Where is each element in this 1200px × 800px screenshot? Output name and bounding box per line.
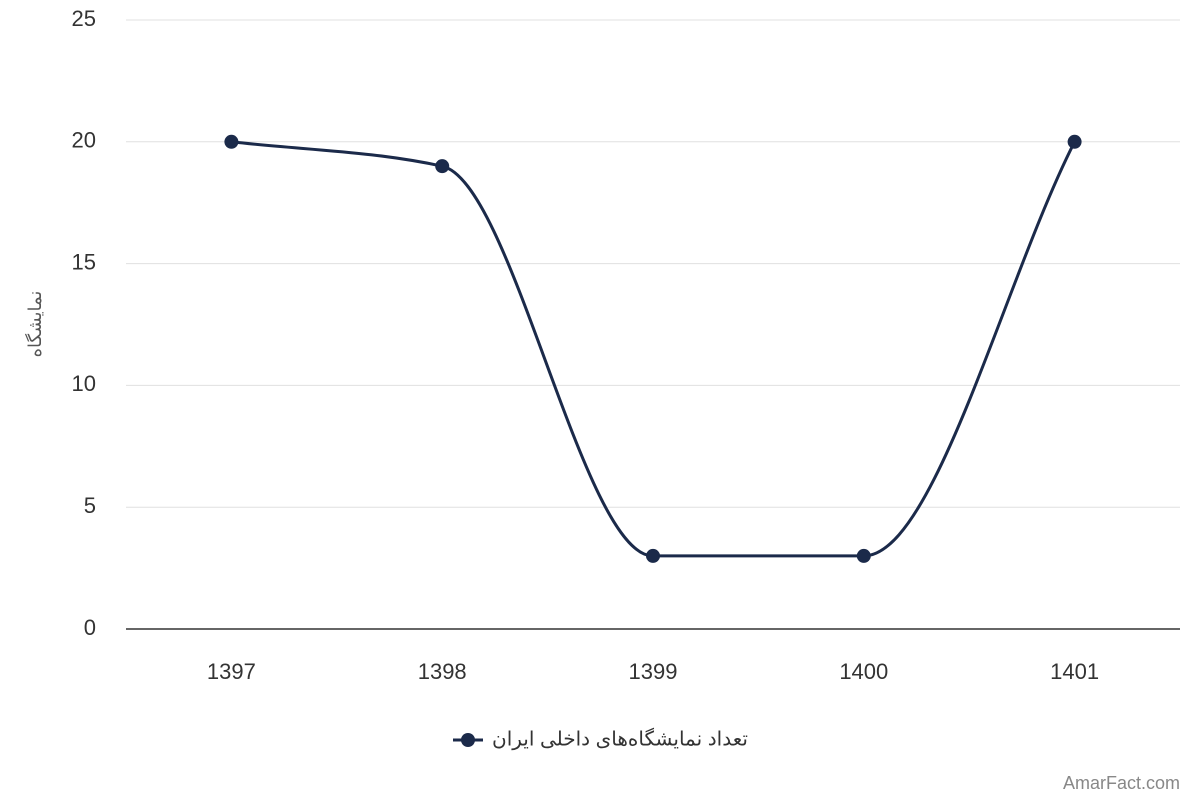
x-tick-label: 1401 [1050, 659, 1099, 684]
x-tick-label: 1397 [207, 659, 256, 684]
y-tick-label: 5 [84, 493, 96, 518]
x-tick-label: 1400 [839, 659, 888, 684]
y-tick-label: 15 [72, 249, 96, 274]
point [646, 548, 660, 563]
x-tick-label: 1399 [629, 659, 678, 684]
point [224, 134, 239, 149]
y-tick-label: 0 [84, 615, 96, 640]
y-tick-label: 10 [72, 371, 96, 396]
legend-marker [461, 733, 475, 747]
credit: AmarFact.com [1063, 773, 1180, 793]
point [856, 548, 871, 563]
point [1067, 134, 1082, 149]
point [435, 159, 450, 174]
y-tick-label: 20 [72, 128, 96, 153]
y-tick-label: 25 [72, 6, 96, 31]
y-axis-label: نمایشگاه [24, 291, 45, 358]
line [231, 140, 1076, 558]
x-tick-label: 1398 [418, 659, 467, 684]
legend-label: تعداد نمایشگاه‌های داخلی ایران [492, 727, 748, 750]
